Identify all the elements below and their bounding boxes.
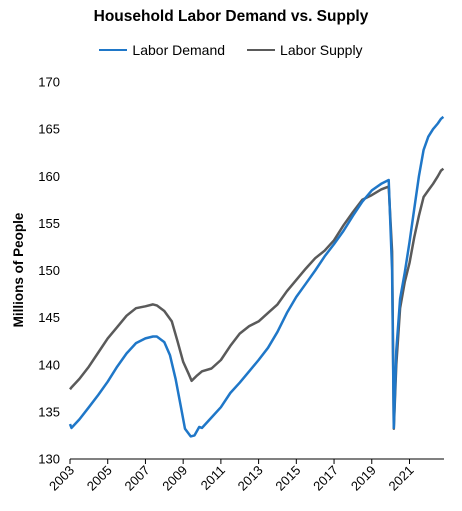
legend-label-demand: Labor Demand: [132, 42, 226, 58]
series-line-labor-demand: [68, 115, 445, 438]
y-tick-label: 170: [38, 75, 60, 90]
y-tick-label: 135: [38, 404, 60, 419]
legend-swatch-supply: [247, 48, 276, 52]
y-tick-label: 155: [38, 216, 60, 231]
x-tick-label: 2015: [272, 463, 303, 494]
y-tick-label: 145: [38, 310, 60, 325]
x-axis-ticks: 2003 2005 2007 2009 2011 2013 2015 2017 2019 2021: [46, 459, 417, 494]
x-tick-label: 2005: [84, 463, 115, 494]
chart-legend: Labor Demand Labor Supply: [0, 42, 462, 58]
x-tick-label: 2019: [348, 463, 379, 494]
y-tick-label: 130: [38, 452, 60, 467]
y-tick-label: 160: [38, 169, 60, 184]
x-tick-label: 2011: [198, 463, 228, 493]
y-tick-label: 150: [38, 263, 60, 278]
legend-item-demand: Labor Demand: [99, 42, 225, 58]
legend-swatch-demand: [99, 48, 128, 52]
series-line-labor-supply: [69, 167, 445, 431]
x-tick-label: 2009: [159, 463, 190, 494]
chart-title: Household Labor Demand vs. Supply: [93, 8, 369, 25]
legend-label-supply: Labor Supply: [280, 42, 363, 58]
y-tick-label: 140: [38, 357, 60, 372]
x-tick-label: 2007: [122, 463, 153, 494]
y-axis-title: Millions of People: [11, 212, 26, 327]
y-tick-label: 165: [38, 122, 60, 137]
legend-item-supply: Labor Supply: [247, 42, 363, 58]
x-tick-label: 2003: [46, 463, 77, 494]
x-tick-label: 2021: [386, 463, 417, 494]
y-axis-ticks: 130 135 140 145 150 155 160 165 170: [38, 75, 60, 467]
x-tick-label: 2017: [310, 463, 341, 494]
x-tick-label: 2013: [235, 463, 266, 494]
series-group: [68, 115, 445, 438]
